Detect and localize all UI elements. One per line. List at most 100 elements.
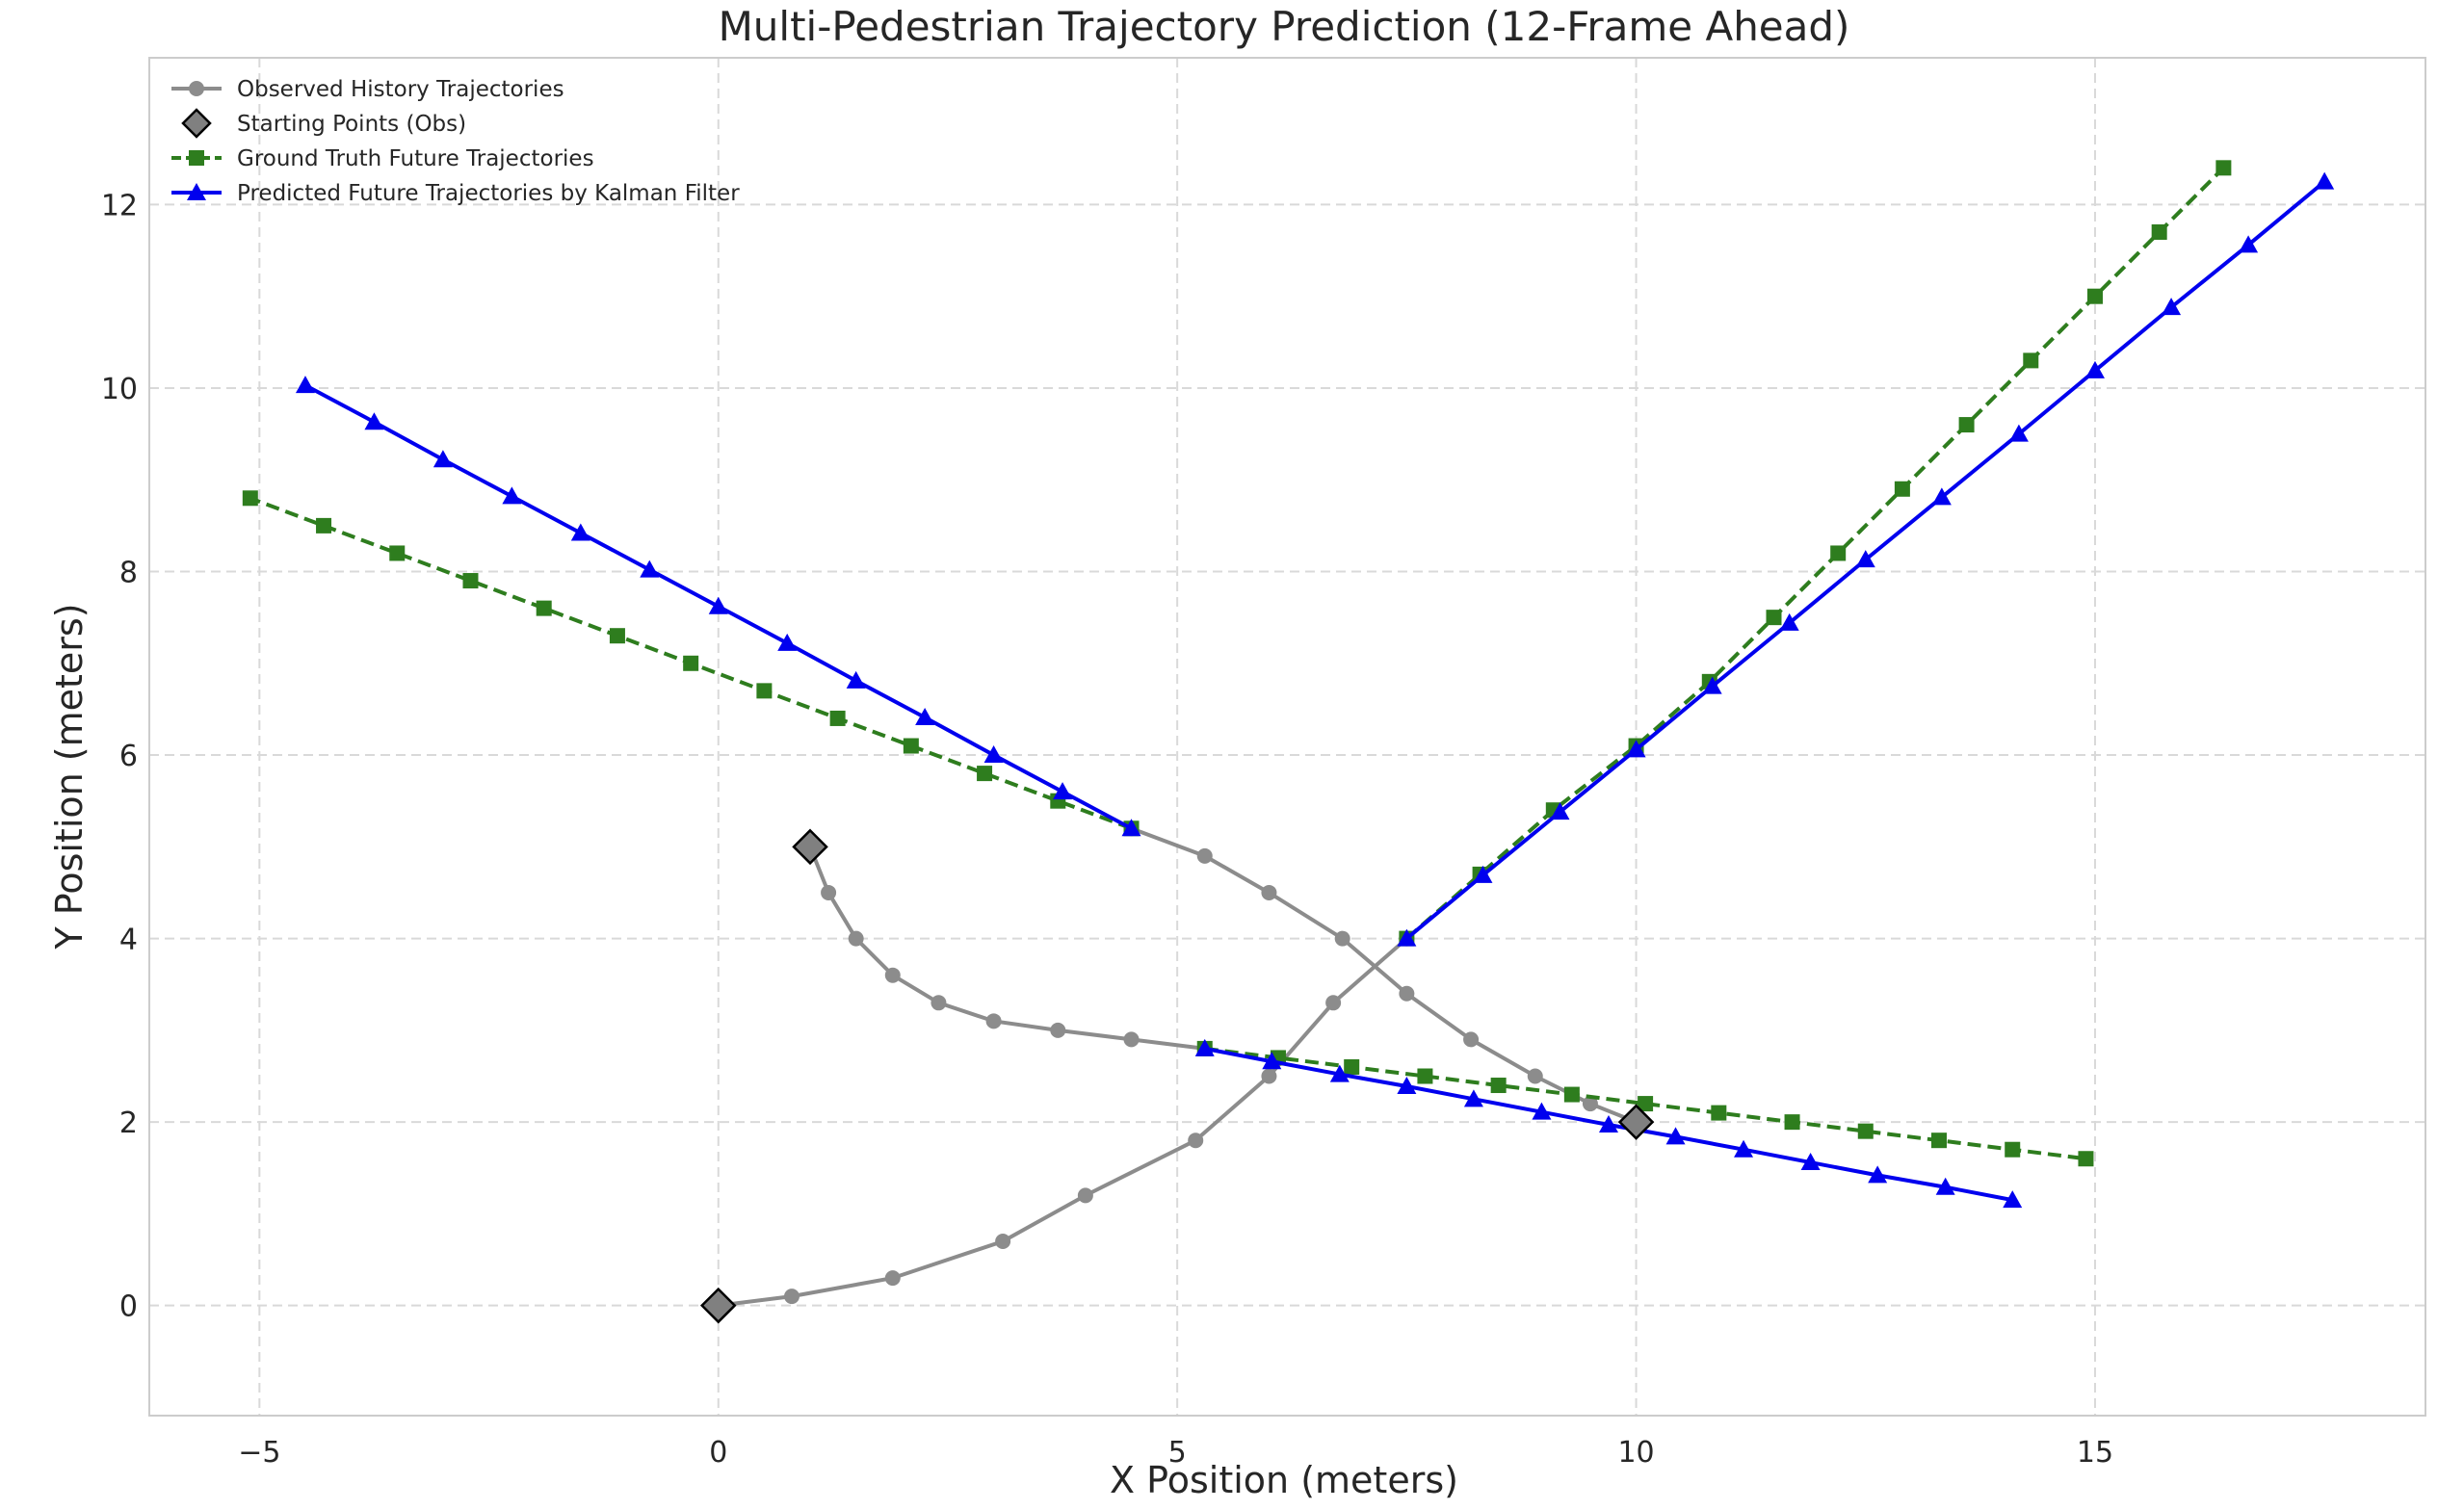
truth-point-marker [1711, 1105, 1727, 1121]
observed-point-marker [1582, 1096, 1598, 1112]
legend-label: Observed History Trajectories [237, 77, 564, 102]
y-tick-label: 12 [101, 189, 138, 222]
x-tick-label: 15 [2077, 1436, 2113, 1470]
observed-point-marker [995, 1233, 1011, 1249]
truth-point-marker [1830, 545, 1847, 561]
legend-entry: Predicted Future Trajectories by Kalman … [171, 181, 740, 206]
pred-point-marker [1779, 612, 1799, 631]
truth-point-marker [2078, 1151, 2094, 1167]
observed-point-marker [783, 1289, 799, 1305]
pred-point-marker [1931, 487, 1952, 506]
pred-point-marker [777, 633, 798, 651]
legend-label: Predicted Future Trajectories by Kalman … [237, 181, 740, 206]
pred-point-marker [1800, 1153, 1821, 1171]
pred-point-marker [1935, 1177, 1955, 1195]
tick-labels: −5 0 5 10 15 0 2 4 6 8 10 12 [101, 189, 2113, 1470]
y-tick-label: 10 [101, 373, 138, 406]
series-pred-1 [1397, 171, 2335, 947]
legend-label: Ground Truth Future Trajectories [237, 146, 594, 171]
pred-point-marker [640, 560, 660, 578]
legend-label: Starting Points (Obs) [237, 112, 466, 137]
pred-point-marker [2162, 298, 2182, 316]
pred-point-marker [1665, 1127, 1686, 1145]
pred-point-marker [2003, 1190, 2023, 1209]
plot-frame [148, 57, 2426, 1417]
plot-series [242, 160, 2335, 1324]
legend-marker [189, 81, 204, 96]
legend-entry: Starting Points (Obs) [181, 108, 466, 139]
observed-point-marker [1527, 1068, 1543, 1084]
series-pred-2 [295, 376, 1141, 837]
observed-point-marker [848, 930, 864, 947]
pred-point-marker [1121, 819, 1141, 837]
observed-point-marker [1077, 1187, 1093, 1204]
legend-marker [189, 150, 204, 166]
pred-point-marker [1397, 1076, 1417, 1094]
truth-point-marker [1417, 1068, 1433, 1084]
truth-point-marker [536, 600, 552, 616]
pred-point-marker [846, 670, 866, 689]
truth-point-marker [2005, 1141, 2021, 1158]
y-tick-label: 8 [119, 557, 138, 590]
pred-point-marker [1855, 550, 1875, 568]
truth-point-marker [977, 766, 993, 782]
truth-point-marker [1894, 481, 1910, 497]
truth-point-marker [389, 545, 406, 561]
truth-point-marker [1958, 417, 1975, 433]
x-tick-label: 0 [709, 1436, 727, 1470]
pred-point-marker [433, 450, 453, 468]
observed-point-marker [884, 967, 901, 983]
pred-point-marker [1397, 928, 1417, 947]
truth-point-marker [2023, 352, 2039, 369]
pred-point-marker [1532, 1102, 1552, 1120]
pred-point-marker [708, 596, 728, 614]
observed-point-marker [1123, 1031, 1140, 1048]
x-tick-label: 5 [1168, 1436, 1187, 1470]
pred-point-marker [1053, 782, 1073, 800]
observed-point-marker [1050, 1022, 1066, 1038]
truth-point-marker [2215, 160, 2232, 176]
pred-point-marker [1329, 1064, 1350, 1082]
truth-point-marker [756, 683, 773, 699]
start-point-marker [699, 1287, 737, 1324]
x-tick-label: −5 [238, 1436, 280, 1470]
truth-point-marker [2086, 288, 2103, 304]
series-start-1 [699, 828, 1655, 1324]
pred-point-marker [1550, 802, 1570, 820]
pred-point-marker [295, 376, 315, 394]
truth-point-marker [2151, 224, 2167, 241]
observed-point-marker [821, 884, 837, 900]
y-tick-label: 6 [119, 740, 138, 773]
truth-point-marker [683, 655, 699, 671]
observed-point-marker [931, 995, 947, 1011]
pred-point-marker [983, 745, 1004, 764]
x-axis-label: X Position (meters) [1110, 1459, 1458, 1501]
pred-point-marker [915, 707, 935, 725]
pred-point-marker [1734, 1139, 1754, 1158]
legend: Observed History Trajectories Starting Po… [171, 77, 740, 206]
truth-point-marker [903, 738, 919, 754]
pred-point-marker [364, 412, 384, 430]
observed-point-marker [1261, 884, 1277, 900]
legend-entry: Observed History Trajectories [171, 77, 564, 102]
truth-point-marker [1931, 1132, 1948, 1149]
observed-point-marker [1463, 1031, 1480, 1048]
series-pred-3 [1194, 1038, 2023, 1209]
pred-point-marker [1868, 1165, 1888, 1184]
truth-point-marker [316, 517, 332, 534]
observed-point-marker [1325, 995, 1342, 1011]
pred-point-marker [1194, 1038, 1215, 1056]
pred-point-marker [570, 523, 590, 541]
truth-point-marker [1784, 1114, 1800, 1131]
start-point-marker [792, 828, 828, 866]
legend-entry: Ground Truth Future Trajectories [171, 146, 594, 171]
observed-point-marker [884, 1270, 901, 1287]
chart-title: Multi-Pedestrian Trajectory Prediction (… [719, 3, 1850, 50]
observed-point-marker [985, 1013, 1002, 1029]
pred-point-marker [2315, 171, 2335, 190]
observed-point-marker [1261, 1068, 1277, 1084]
start-point-marker [1617, 1104, 1655, 1140]
truth-point-marker [242, 490, 258, 507]
y-tick-label: 4 [119, 924, 138, 957]
truth-point-marker [1766, 610, 1782, 626]
